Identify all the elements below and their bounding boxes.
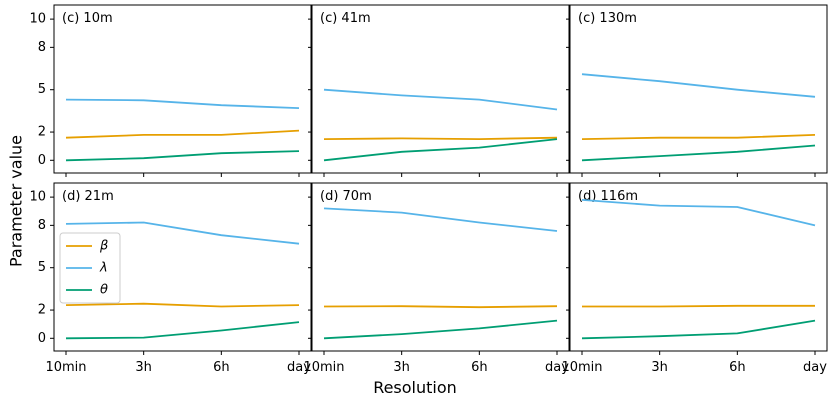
series-line-θ	[323, 319, 558, 340]
x-tick-label: 10min	[45, 360, 86, 375]
y-axis-title: Parameter value	[7, 135, 26, 267]
series-line-λ	[323, 207, 558, 232]
x-tick-label: 6h	[729, 360, 746, 375]
panel-3: (c) 130m	[566, 4, 828, 177]
legend-label: λ	[99, 261, 108, 276]
panel-5: 10min 3h 6h day (d) 70m	[303, 182, 570, 375]
panel-title: (d) 70m	[320, 189, 372, 204]
series-line-β	[582, 304, 815, 308]
panel-frame	[53, 4, 312, 174]
x-axis-title: Resolution	[373, 378, 457, 397]
series-line-λ	[581, 199, 816, 227]
x-tick-label: 3h	[651, 360, 668, 375]
legend: βλθ	[59, 232, 121, 304]
panel-1: 0 2 5 8 10 (c) 10m	[29, 4, 312, 177]
panel-frame	[311, 4, 570, 174]
panel-frame	[53, 182, 312, 352]
series-line-β	[323, 136, 558, 141]
x-tick-label: day	[545, 360, 569, 375]
legend-label: β	[99, 239, 108, 254]
series-line-λ	[323, 88, 558, 111]
panels: 0 2 5 8 10 (c) 10m (c) 41m (c) 130m 0 2 5 8 10 10min 3…	[29, 4, 828, 375]
series-line-β	[65, 302, 300, 308]
series-line-β	[581, 134, 816, 140]
panel-title: (d) 21m	[62, 189, 114, 204]
panel-2: (c) 41m	[308, 4, 570, 177]
legend-label: θ	[100, 283, 108, 298]
x-tick-label: 10min	[561, 360, 602, 375]
series-line-β	[323, 305, 558, 309]
panel-frame	[569, 182, 828, 352]
series-line-λ	[65, 221, 300, 245]
x-tick-label: 6h	[213, 360, 230, 375]
panel-title: (c) 41m	[320, 11, 371, 26]
x-tick-label: day	[803, 360, 827, 375]
panel-title: (c) 130m	[578, 11, 637, 26]
series-line-θ	[65, 150, 300, 162]
series-line-β	[65, 129, 300, 139]
y-tick-label: 10	[29, 12, 46, 27]
x-tick-label: 3h	[135, 360, 152, 375]
y-tick-label: 5	[38, 260, 46, 275]
panel-title: (c) 10m	[62, 11, 113, 26]
y-tick-label: 8	[38, 40, 46, 55]
series-line-θ	[581, 144, 816, 162]
x-tick-label: day	[287, 360, 311, 375]
x-tick-label: 3h	[393, 360, 410, 375]
series-line-λ	[581, 73, 816, 98]
panel-6: 10min 3h 6h day(d) 116m	[561, 182, 828, 375]
y-tick-label: 10	[29, 190, 46, 205]
y-tick-label: 0	[38, 331, 46, 346]
series-line-λ	[65, 98, 300, 109]
x-tick-label: 6h	[471, 360, 488, 375]
series-line-θ	[65, 321, 300, 340]
y-tick-label: 0	[38, 153, 46, 168]
x-tick-label: 10min	[303, 360, 344, 375]
y-tick-label: 2	[38, 303, 46, 318]
panel-4: 0 2 5 8 10 10min 3h 6h day (d) 21m βλθ	[29, 182, 312, 375]
y-tick-label: 2	[38, 125, 46, 140]
series-line-θ	[323, 138, 558, 162]
y-tick-label: 8	[38, 218, 46, 233]
series-line-θ	[581, 319, 816, 340]
y-tick-label: 5	[38, 82, 46, 97]
panel-frame	[311, 182, 570, 352]
panel-frame	[569, 4, 828, 174]
